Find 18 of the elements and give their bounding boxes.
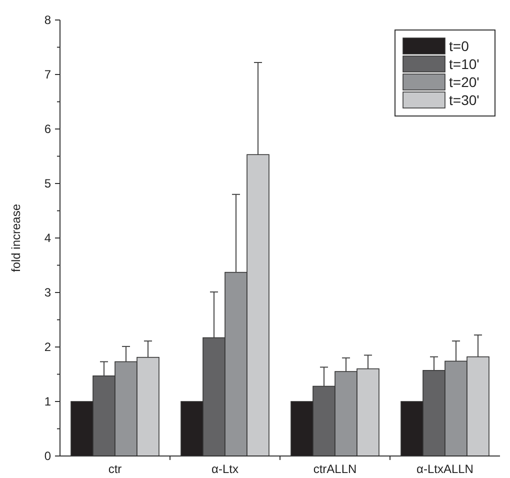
legend-label: t=30' [449,92,480,108]
y-tick-label: 2 [44,340,52,354]
y-axis-title: fold increase [9,204,23,272]
x-tick-label: α-LtxALLN [416,462,474,476]
y-tick-label: 0 [44,449,52,464]
legend-label: t=10' [449,56,480,72]
x-tick-label: α-Ltx [212,462,238,476]
y-tick-label: 1 [44,394,52,409]
y-tick-label: 7 [44,68,52,82]
legend-label: t=0 [449,38,470,54]
y-tick-label: 5 [44,176,52,191]
x-tick-label: ctrALLN [313,462,357,476]
y-tick-label: 4 [44,231,52,246]
y-tick-label: 3 [44,286,52,300]
y-tick-label: 8 [44,13,52,28]
x-tick-label: ctr [108,462,122,476]
y-tick-label: 6 [44,122,52,136]
legend-label: t=20' [449,74,480,90]
